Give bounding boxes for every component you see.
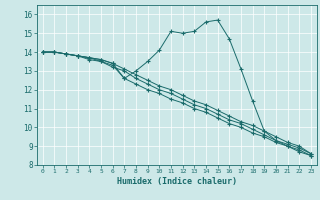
X-axis label: Humidex (Indice chaleur): Humidex (Indice chaleur): [117, 177, 237, 186]
